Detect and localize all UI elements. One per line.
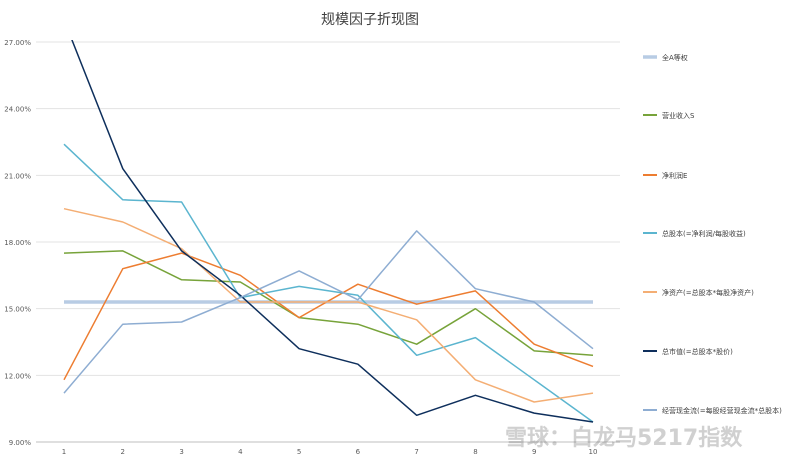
- x-tick-label: 9: [532, 448, 536, 456]
- x-tick-label: 3: [179, 448, 183, 456]
- x-tick-label: 1: [62, 448, 66, 456]
- watermark: 雪球：白龙马5217指数: [505, 426, 743, 451]
- legend-item: 经营现金流(=每股经营现金流*总股本): [643, 406, 782, 415]
- y-tick-label: 27.00%: [4, 39, 31, 47]
- y-tick-label: 15.00%: [4, 306, 31, 314]
- x-tick-label: 5: [297, 448, 301, 456]
- legend-item: 营业收入S: [643, 111, 695, 120]
- y-tick-label: 21.00%: [4, 172, 31, 180]
- series-line: [63, 252, 594, 381]
- x-tick-label: 6: [356, 448, 361, 456]
- series-line: [63, 207, 594, 403]
- x-tick-label: 8: [473, 448, 477, 456]
- chart-title: 规模因子折现图: [321, 12, 419, 28]
- series-line: [71, 40, 594, 423]
- legend-label: 经营现金流(=每股经营现金流*总股本): [662, 406, 782, 415]
- x-tick-label: 7: [414, 448, 418, 456]
- series-line: [63, 143, 594, 423]
- y-tick-label: 24.00%: [4, 106, 31, 114]
- x-tick-label: 10: [589, 448, 598, 456]
- y-tick-label: 18.00%: [4, 239, 31, 247]
- legend-label: 净利润E: [662, 171, 687, 180]
- y-tick-label: 12.00%: [4, 372, 31, 380]
- legend-label: 总股本(=净利润/每股收益): [662, 229, 746, 238]
- legend-item: 总市值(=总股本*股价): [643, 347, 733, 356]
- legend-label: 净资产(=总股本*每股净资产): [662, 288, 754, 297]
- y-tick-label: 9.00%: [9, 439, 32, 447]
- legend-label: 营业收入S: [662, 111, 695, 120]
- legend-item: 全A等权: [643, 53, 688, 62]
- legend-label: 总市值(=总股本*股价): [662, 347, 733, 356]
- x-tick-label: 4: [238, 448, 243, 456]
- series-line: [63, 230, 594, 394]
- legend-label: 全A等权: [662, 53, 688, 62]
- legend-item: 净利润E: [643, 171, 687, 180]
- legend-item: 净资产(=总股本*每股净资产): [643, 288, 754, 297]
- series-line: [63, 250, 594, 357]
- legend-item: 总股本(=净利润/每股收益): [643, 229, 746, 238]
- x-tick-label: 2: [121, 448, 125, 456]
